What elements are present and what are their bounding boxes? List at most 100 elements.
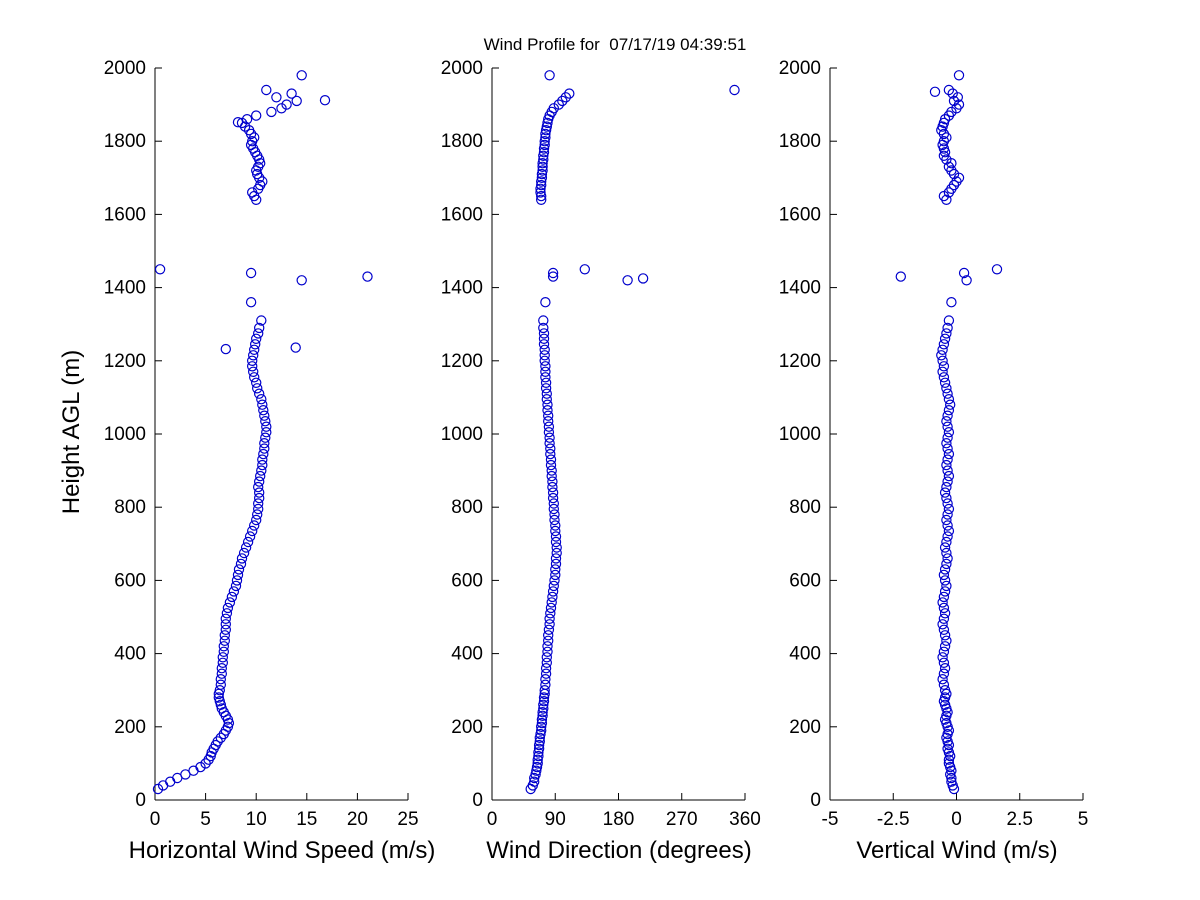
data-point-marker (248, 132, 260, 143)
data-point-marker (254, 487, 265, 498)
x-tick-label: 360 (729, 809, 761, 830)
data-point-marker (535, 728, 546, 740)
data-point-marker (557, 95, 568, 107)
data-point-marker (622, 275, 633, 286)
data-point-marker (991, 264, 1003, 275)
data-point-marker (543, 416, 554, 427)
data-point-marker (939, 586, 951, 597)
data-point-marker (549, 509, 560, 520)
data-point-marker (541, 394, 553, 405)
data-point-marker (560, 92, 572, 103)
data-point-marker (537, 710, 548, 722)
data-point-marker (547, 271, 559, 282)
y-tick-label: 400 (451, 644, 483, 665)
data-point-marker (255, 470, 266, 482)
data-point-marker (545, 602, 557, 614)
data-point-marker (943, 315, 955, 326)
x-tick-label: 5 (1078, 809, 1089, 830)
data-point-marker (246, 355, 258, 366)
data-point-marker (551, 547, 562, 559)
data-point-marker (550, 569, 561, 581)
data-point-marker (257, 399, 268, 410)
y-tick-label: 600 (451, 570, 483, 591)
data-point-marker (538, 146, 550, 158)
data-point-marker (248, 520, 260, 531)
data-point-marker (224, 597, 236, 608)
y-tick-label: 0 (135, 790, 146, 811)
data-point-marker (961, 275, 972, 286)
data-point-marker (536, 172, 548, 183)
data-point-marker (939, 564, 951, 575)
data-point-marker (248, 344, 260, 355)
data-point-marker (537, 707, 548, 718)
data-point-marker (941, 438, 952, 449)
data-point-marker (937, 674, 948, 685)
data-point-marker (258, 405, 269, 416)
data-point-marker (540, 679, 551, 690)
data-point-marker (547, 487, 559, 498)
data-point-marker (254, 322, 265, 334)
data-point-marker (939, 542, 951, 553)
y-tick-label: 1800 (779, 131, 821, 152)
data-point-marker (217, 657, 228, 669)
data-point-marker (937, 344, 948, 355)
data-point-marker (938, 339, 950, 350)
data-point-marker (948, 168, 960, 180)
y-tick-label: 1600 (779, 204, 821, 225)
data-point-marker (290, 342, 301, 353)
data-point-marker (218, 641, 229, 652)
data-point-marker (937, 366, 948, 377)
data-point-marker (220, 624, 231, 636)
data-point-marker (254, 388, 265, 399)
data-point-marker (540, 361, 551, 372)
data-point-marker (540, 132, 551, 143)
data-point-marker (215, 679, 226, 690)
data-point-marker (550, 531, 562, 542)
y-tick-label: 1000 (441, 424, 483, 445)
y-tick-label: 2000 (441, 58, 483, 79)
data-point-marker (942, 465, 953, 476)
data-point-marker (941, 580, 952, 592)
data-point-marker (938, 679, 950, 690)
data-point-marker (943, 405, 955, 416)
data-point-marker (252, 383, 263, 394)
data-point-marker (536, 176, 547, 187)
data-point-marker (247, 350, 259, 361)
data-point-marker (948, 179, 960, 191)
data-point-marker (266, 106, 277, 118)
data-point-marker (245, 267, 257, 279)
data-point-marker (220, 343, 231, 355)
data-point-marker (553, 99, 565, 110)
data-point-marker (946, 297, 957, 308)
data-point-marker (941, 328, 952, 339)
data-point-marker (531, 765, 542, 776)
data-point-marker (253, 503, 264, 515)
data-point-marker (252, 509, 263, 520)
data-point-marker (543, 421, 555, 432)
x-tick-label: 20 (347, 809, 368, 830)
data-point-marker (254, 476, 265, 487)
data-point-marker (213, 692, 224, 703)
data-point-marker (938, 646, 950, 658)
data-point-marker (942, 553, 953, 564)
data-point-marker (536, 168, 548, 180)
data-point-marker (547, 267, 559, 279)
y-tick-label: 200 (789, 717, 821, 738)
y-tick-label: 1400 (779, 278, 821, 299)
y-tick-label: 600 (789, 570, 821, 591)
x-tick-label: 10 (246, 809, 267, 830)
data-point-marker (296, 275, 307, 286)
data-point-marker (941, 547, 952, 559)
data-point-marker (938, 372, 950, 383)
data-point-marker (257, 454, 268, 465)
data-point-marker (943, 503, 955, 515)
data-point-marker (261, 427, 272, 438)
data-point-marker (538, 315, 549, 326)
data-point-marker (546, 597, 557, 608)
data-point-marker (929, 86, 941, 98)
data-point-marker (533, 747, 544, 758)
data-point-marker (540, 674, 551, 685)
wind-direction-data-points (525, 70, 740, 795)
data-point-marker (941, 416, 952, 427)
